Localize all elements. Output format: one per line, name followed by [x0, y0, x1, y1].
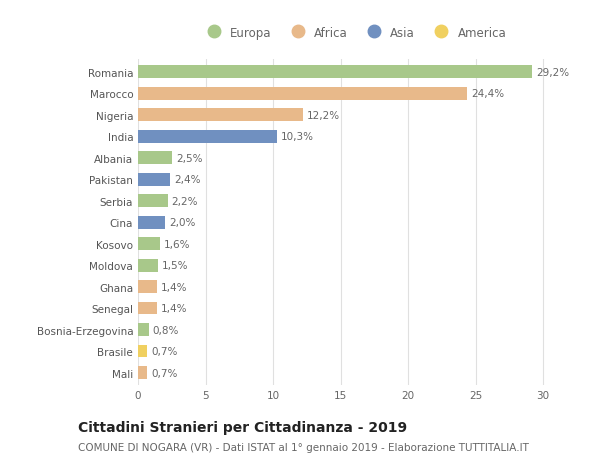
- Text: Cittadini Stranieri per Cittadinanza - 2019: Cittadini Stranieri per Cittadinanza - 2…: [78, 420, 407, 434]
- Text: 0,8%: 0,8%: [153, 325, 179, 335]
- Text: 1,5%: 1,5%: [162, 261, 189, 270]
- Text: 0,7%: 0,7%: [151, 368, 178, 378]
- Text: 12,2%: 12,2%: [307, 111, 340, 120]
- Bar: [138, 259, 158, 272]
- Bar: [138, 345, 148, 358]
- Bar: [138, 88, 467, 101]
- Legend: Europa, Africa, Asia, America: Europa, Africa, Asia, America: [202, 27, 506, 39]
- Bar: [138, 216, 165, 229]
- Text: COMUNE DI NOGARA (VR) - Dati ISTAT al 1° gennaio 2019 - Elaborazione TUTTITALIA.: COMUNE DI NOGARA (VR) - Dati ISTAT al 1°…: [78, 442, 529, 452]
- Bar: [138, 130, 277, 143]
- Bar: [138, 238, 160, 251]
- Text: 1,4%: 1,4%: [161, 282, 187, 292]
- Text: 2,0%: 2,0%: [169, 218, 196, 228]
- Text: 2,5%: 2,5%: [176, 153, 202, 163]
- Bar: [138, 195, 168, 207]
- Bar: [138, 152, 172, 165]
- Text: 2,2%: 2,2%: [172, 196, 198, 206]
- Text: 1,4%: 1,4%: [161, 303, 187, 313]
- Bar: [138, 302, 157, 315]
- Bar: [138, 324, 149, 336]
- Text: 1,6%: 1,6%: [164, 239, 190, 249]
- Bar: [138, 174, 170, 186]
- Text: 24,4%: 24,4%: [472, 89, 505, 99]
- Bar: [138, 66, 532, 79]
- Text: 0,7%: 0,7%: [151, 346, 178, 356]
- Bar: [138, 109, 303, 122]
- Text: 10,3%: 10,3%: [281, 132, 314, 142]
- Text: 29,2%: 29,2%: [536, 67, 569, 78]
- Bar: [138, 280, 157, 293]
- Bar: [138, 366, 148, 379]
- Text: 2,4%: 2,4%: [175, 175, 201, 185]
